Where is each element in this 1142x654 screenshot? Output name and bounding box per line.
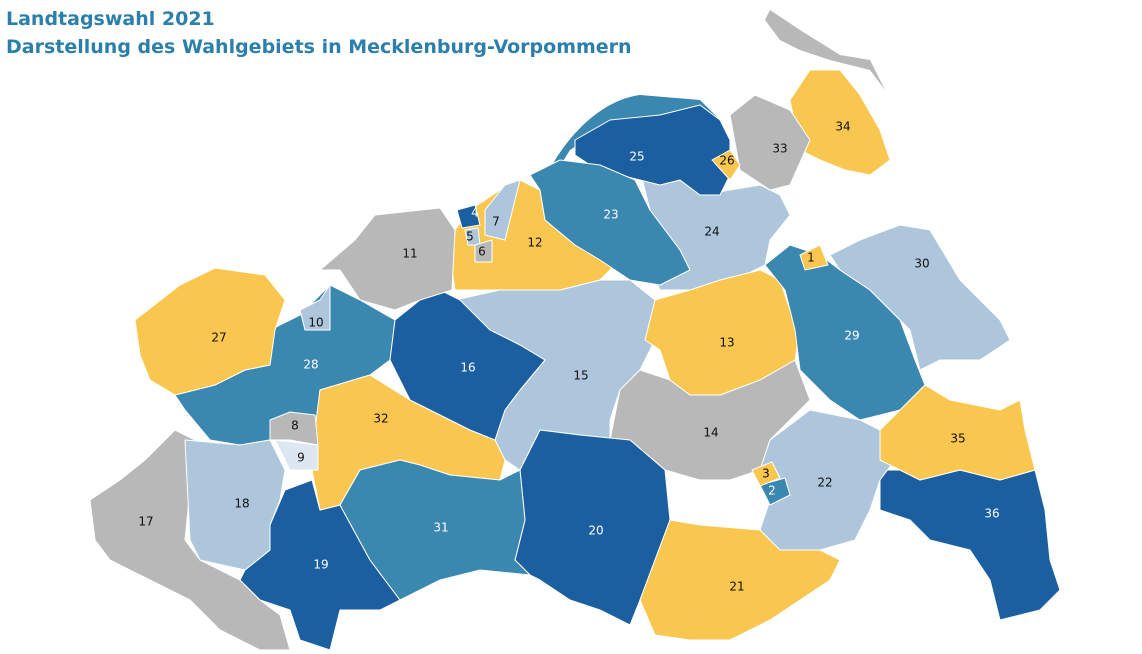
district-label: 26 [719,154,734,168]
district-label: 16 [460,361,475,375]
district-label: 9 [297,451,305,465]
district-label: 34 [835,120,850,134]
district-label: 4 [471,206,479,220]
district-label: 25 [629,150,644,164]
district [644,269,801,396]
district [729,94,811,191]
district-label: 10 [308,316,323,330]
district [759,477,791,506]
district-label: 20 [588,524,603,538]
district [319,207,456,311]
district-label: 36 [984,507,999,521]
district-label: 33 [772,142,787,156]
district [184,439,286,571]
district [484,179,521,241]
district-label: 1 [807,251,815,265]
district [339,459,531,601]
district [474,239,493,263]
district [789,69,891,176]
district [299,284,331,331]
district-label: 6 [478,245,486,259]
district [879,384,1036,481]
district-label: 29 [844,329,859,343]
district [274,439,319,471]
district-label: 31 [433,521,448,535]
district-label: 7 [492,215,500,229]
subtitle: Darstellung des Wahlgebiets in Mecklenbu… [6,36,632,58]
district-label: 21 [729,580,744,594]
district [609,359,811,481]
district [711,149,741,181]
district-label: 13 [719,336,734,350]
district-label: 3 [762,467,770,481]
district-label: 14 [703,426,718,440]
district-label: 32 [373,412,388,426]
district-label: 8 [291,419,299,433]
district-label: 18 [234,497,249,511]
district-label: 2 [768,484,776,498]
district [829,224,1011,371]
district [89,429,291,651]
district-label: 5 [466,230,474,244]
district [456,204,481,229]
district-label: 19 [313,558,328,572]
district [529,159,691,286]
district-label: 24 [704,225,719,239]
district [389,289,546,441]
district-label: 28 [303,358,318,372]
district-label: 27 [211,331,226,345]
district-label: 12 [527,236,542,250]
district [134,267,286,396]
district-label: 17 [138,515,153,529]
district-label: 22 [817,476,832,490]
title: Landtagswahl 2021 [6,8,215,30]
district-label: 23 [603,208,618,222]
district [751,461,781,487]
district [879,469,1061,621]
district-label: 15 [573,369,588,383]
district [799,244,829,271]
district-label: 30 [914,257,929,271]
district-label: 35 [950,432,965,446]
island [765,10,885,90]
district-label: 11 [402,247,417,261]
district [759,409,896,551]
